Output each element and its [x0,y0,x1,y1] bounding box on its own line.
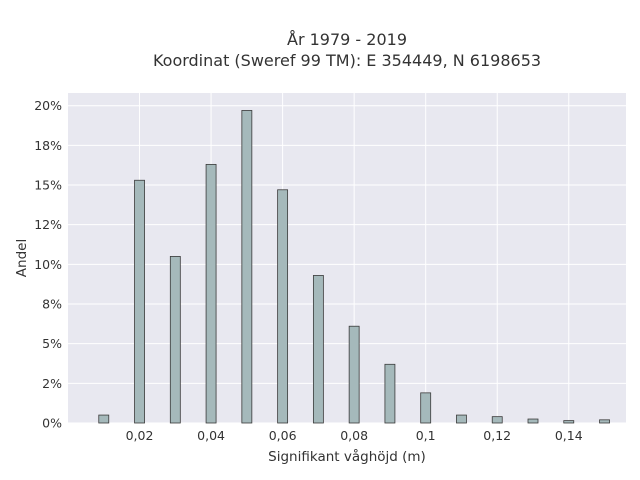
histogram-bar [348,325,360,424]
histogram-bar [98,414,110,424]
x-tick-label: 0,08 [340,428,368,443]
histogram-bar [563,420,575,424]
histogram-bar [134,179,145,424]
x-axis-title: Signifikant våghöjd (m) [268,448,426,465]
y-tick-label: 10% [34,257,62,272]
histogram-bar [169,256,181,424]
y-tick-label: 15% [34,178,62,193]
plot-area [68,93,626,423]
bars-group [98,110,610,424]
y-axis-title: Andel [14,239,30,277]
chart-title-line1: År 1979 - 2019 [287,30,407,49]
x-tick-label: 0,04 [197,428,225,443]
histogram-bar [205,163,217,424]
histogram-bar [384,363,396,424]
y-tick-label: 12% [34,217,62,232]
y-tick-label: 20% [34,98,62,113]
x-tick-label: 0,06 [269,428,297,443]
histogram-bar [277,189,289,424]
x-tick-label: 0,14 [555,428,583,443]
histogram-bar [456,414,467,424]
y-tick-label: 0% [42,416,62,431]
x-axis-ticks: 0,02 0,04 0,06 0,08 0,1 0,12 0,14 [126,428,583,443]
histogram-bar [241,110,253,424]
histogram-bar [527,418,539,424]
histogram-bar [599,419,610,424]
y-axis-ticks: 0% 2% 5% 8% 10% 12% 15% 18% 20% [34,98,62,430]
chart-title-line2: Koordinat (Sweref 99 TM): E 354449, N 61… [153,51,541,70]
y-tick-label: 2% [42,376,62,391]
x-tick-label: 0,02 [126,428,154,443]
y-tick-label: 8% [42,297,62,312]
histogram-bar [491,416,503,424]
y-tick-label: 18% [34,138,62,153]
histogram-bar [420,392,432,424]
histogram-bar [312,275,324,424]
y-tick-label: 5% [42,336,62,351]
x-tick-label: 0,12 [483,428,511,443]
x-tick-label: 0,1 [416,428,436,443]
